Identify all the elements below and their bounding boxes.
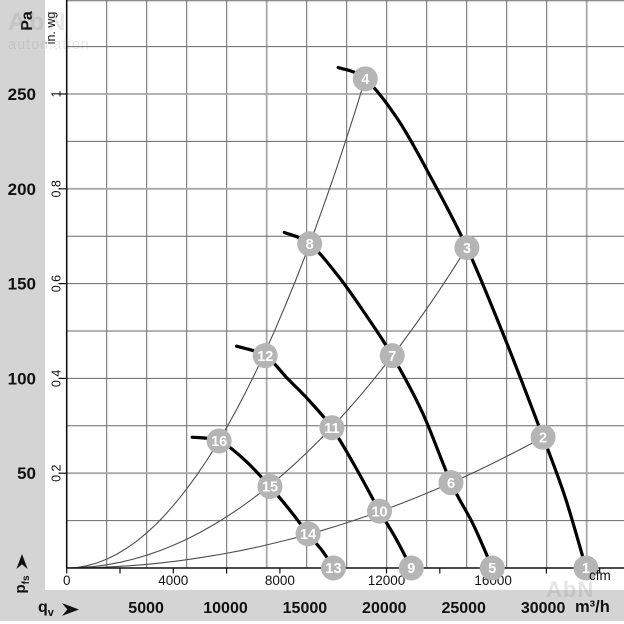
- curve-marker-7: 7: [379, 343, 405, 369]
- svg-text:14: 14: [300, 527, 316, 543]
- flow-symbol-text: qv: [38, 599, 54, 620]
- fan-curve-1: [336, 65, 588, 570]
- pressure-symbol-label: pfs: [11, 544, 33, 604]
- up-arrow-icon: [16, 554, 28, 570]
- svg-text:20000: 20000: [362, 600, 407, 617]
- curve-marker-16: 16: [206, 428, 232, 454]
- svg-text:1: 1: [582, 561, 590, 577]
- svg-text:30000: 30000: [521, 600, 566, 617]
- system-curve-a: [66, 78, 366, 569]
- curve-marker-11: 11: [319, 415, 345, 441]
- curve-marker-1: 1: [573, 555, 599, 581]
- pressure-symbol-text: pfs: [12, 575, 32, 594]
- svg-text:11: 11: [324, 421, 339, 437]
- curve-marker-5: 5: [479, 555, 505, 581]
- svg-text:8000: 8000: [265, 573, 295, 588]
- svg-text:9: 9: [407, 561, 415, 577]
- curve-marker-3: 3: [454, 235, 480, 261]
- svg-text:0.4: 0.4: [50, 370, 64, 387]
- svg-text:250: 250: [8, 85, 36, 104]
- curve-marker-6: 6: [438, 470, 464, 496]
- svg-text:5000: 5000: [128, 600, 164, 617]
- pressure-unit-secondary-label: in. wg: [44, 11, 58, 45]
- svg-text:100: 100: [8, 369, 36, 388]
- svg-text:5: 5: [488, 561, 496, 577]
- left-axis-band: [0, 0, 45, 590]
- right-arrow-icon: [61, 602, 79, 616]
- svg-text:0: 0: [63, 573, 71, 588]
- curve-marker-10: 10: [367, 498, 393, 524]
- system-curves-layer: [66, 78, 586, 569]
- svg-text:25000: 25000: [441, 600, 486, 617]
- svg-text:10: 10: [371, 504, 387, 520]
- svg-text:10000: 10000: [203, 600, 248, 617]
- curve-marker-14: 14: [295, 521, 321, 547]
- m3h-unit-label: m³/h: [575, 598, 610, 616]
- fan-curve-3: [235, 344, 413, 570]
- svg-text:0.6: 0.6: [50, 275, 64, 292]
- curve-marker-12: 12: [252, 343, 278, 369]
- fan-curves-layer: [190, 65, 588, 570]
- curve-marker-4: 4: [352, 66, 378, 92]
- bottom-axis-band: [0, 590, 624, 621]
- fan-curve-4: [190, 435, 336, 570]
- curve-marker-2: 2: [530, 424, 556, 450]
- svg-text:15: 15: [262, 480, 278, 496]
- svg-text:0.8: 0.8: [50, 180, 64, 197]
- curve-marker-15: 15: [257, 473, 283, 499]
- curve-marker-9: 9: [398, 555, 424, 581]
- svg-text:50: 50: [17, 464, 36, 483]
- svg-text:6: 6: [447, 476, 455, 492]
- svg-text:200: 200: [8, 180, 36, 199]
- svg-text:13: 13: [325, 561, 341, 577]
- flow-symbol-label: qv: [38, 599, 79, 619]
- svg-text:8: 8: [306, 237, 314, 253]
- svg-text:0.2: 0.2: [50, 464, 64, 481]
- svg-text:7: 7: [388, 349, 396, 365]
- svg-text:12000: 12000: [368, 573, 406, 588]
- svg-text:150: 150: [8, 275, 36, 294]
- curve-marker-8: 8: [297, 231, 323, 257]
- curve-marker-13: 13: [320, 555, 346, 581]
- svg-text:4: 4: [361, 72, 369, 88]
- svg-text:12: 12: [257, 349, 273, 365]
- svg-text:15000: 15000: [283, 600, 328, 617]
- svg-text:2: 2: [539, 430, 547, 446]
- svg-text:3: 3: [463, 241, 471, 257]
- system-curve-c: [66, 436, 544, 569]
- svg-text:4000: 4000: [158, 573, 188, 588]
- svg-text:1: 1: [50, 90, 64, 97]
- svg-text:16: 16: [211, 434, 227, 450]
- cfm-unit-label: cfm: [589, 568, 611, 583]
